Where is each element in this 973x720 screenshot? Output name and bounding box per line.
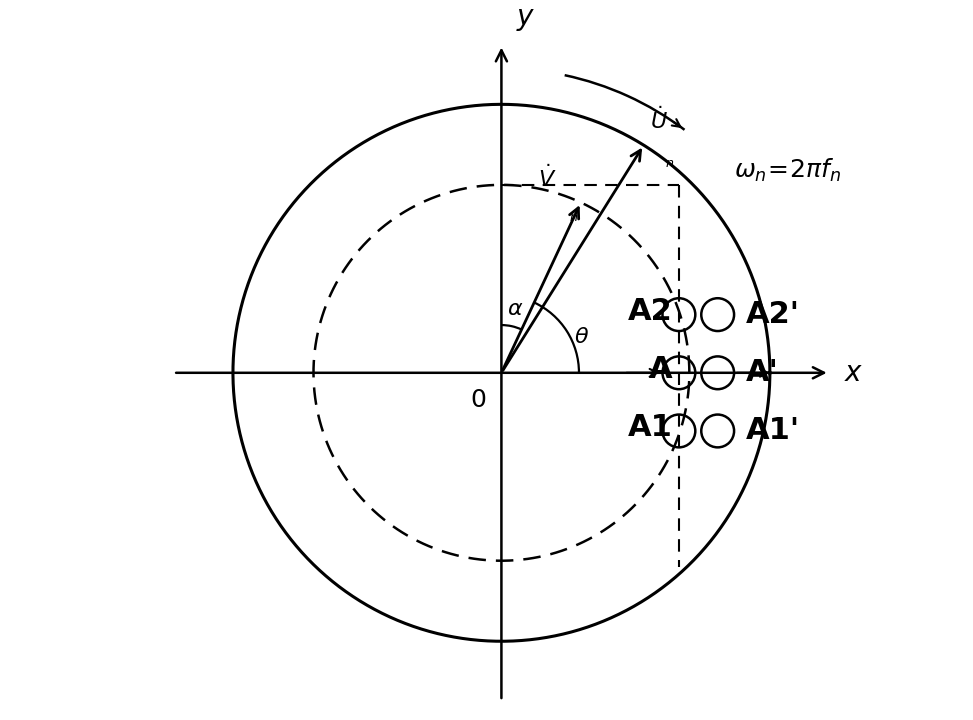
Text: A1: A1 <box>628 413 673 443</box>
Text: A1': A1' <box>746 416 800 446</box>
Text: A': A' <box>746 359 779 387</box>
Text: $\dot{V}$: $\dot{V}$ <box>538 163 557 191</box>
Text: A: A <box>649 355 673 384</box>
Text: 0: 0 <box>471 387 486 412</box>
Text: A2': A2' <box>746 300 800 329</box>
Text: $_n$: $_n$ <box>665 151 674 169</box>
Text: A2: A2 <box>629 297 673 326</box>
Text: $\omega_n\!=\!2\pi f_n$: $\omega_n\!=\!2\pi f_n$ <box>734 156 841 184</box>
Text: $_n$: $_n$ <box>569 205 578 223</box>
Text: $y$: $y$ <box>517 5 536 32</box>
Text: $\theta$: $\theta$ <box>574 328 590 348</box>
Text: $x$: $x$ <box>845 359 864 387</box>
Text: $\dot{U}$: $\dot{U}$ <box>650 107 667 133</box>
Text: $\alpha$: $\alpha$ <box>508 299 523 319</box>
